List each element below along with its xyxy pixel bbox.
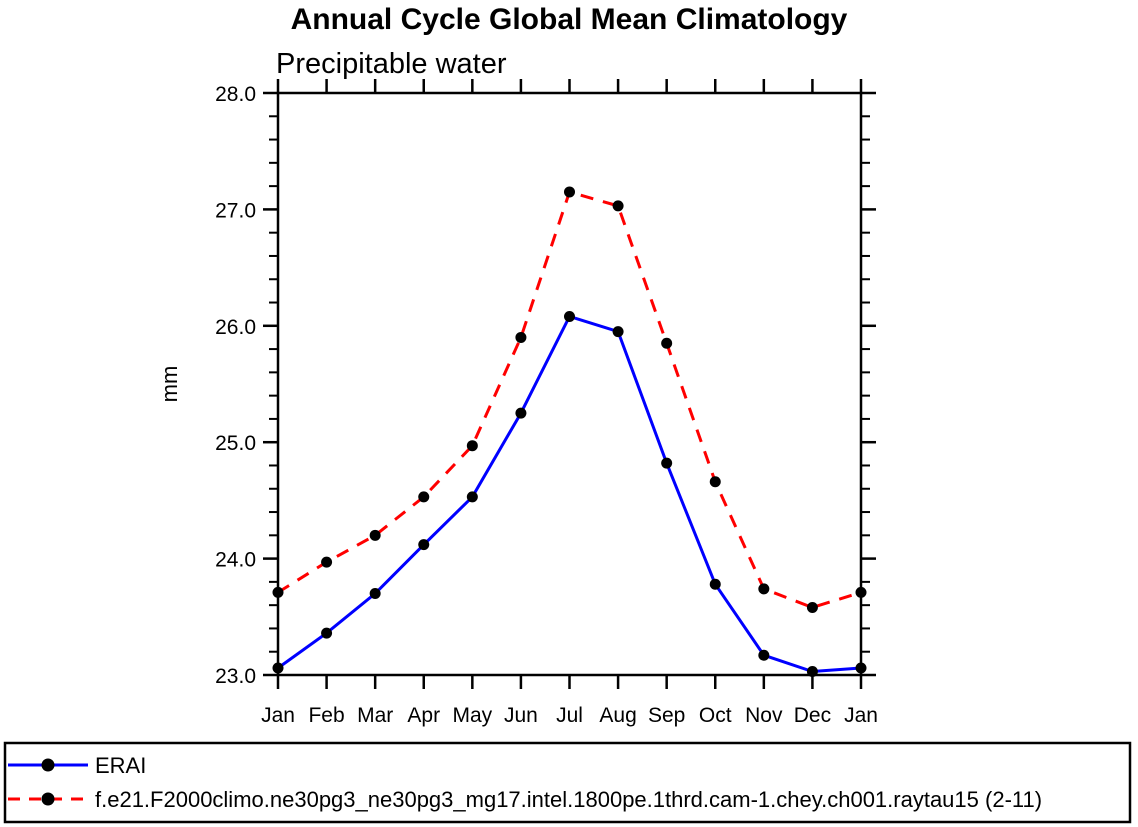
- data-point-marker: [515, 331, 527, 343]
- x-tick-label: Mar: [357, 704, 393, 727]
- data-point-marker: [661, 337, 673, 349]
- y-tick-label: 26.0: [215, 316, 256, 339]
- data-point-marker: [806, 666, 818, 678]
- legend-label: f.e21.F2000climo.ne30pg3_ne30pg3_mg17.in…: [95, 787, 1042, 812]
- data-point-marker: [321, 556, 333, 568]
- y-axis-label: mm: [157, 366, 182, 403]
- x-tick-label: Apr: [407, 704, 440, 727]
- x-tick-label: Jan: [261, 704, 295, 727]
- data-point-marker: [564, 186, 575, 198]
- data-point-marker: [612, 326, 624, 338]
- legend-box: [3, 741, 1132, 824]
- legend-group: ERAI f.e21.F2000climo.ne30pg3_ne30pg3_mg1…: [3, 741, 1132, 824]
- x-tick-label: Sep: [648, 704, 685, 727]
- axes-group: 23.0 24.0 25.0 26.0 27.0 28.0 Jan Feb Mar Apr May J…: [215, 79, 878, 727]
- data-point-marker: [806, 601, 818, 613]
- x-tick-label: Oct: [699, 704, 732, 727]
- data-point-marker: [321, 627, 333, 639]
- legend-swatch-marker: [41, 758, 55, 772]
- x-tick-label: Jan: [844, 704, 878, 727]
- data-point-marker: [855, 586, 867, 598]
- data-point-marker: [369, 588, 381, 600]
- data-point-marker: [272, 586, 284, 598]
- x-tick-label: Jul: [556, 704, 583, 727]
- data-point-marker: [418, 491, 430, 503]
- x-tick-label: Jun: [504, 704, 538, 727]
- x-tick-label: Feb: [308, 704, 344, 727]
- x-tick-label: Aug: [599, 704, 636, 727]
- data-point-marker: [758, 583, 770, 595]
- series-group: [272, 186, 867, 678]
- data-point-marker: [515, 407, 527, 419]
- data-point-marker: [369, 529, 381, 541]
- y-tick-label: 24.0: [215, 549, 256, 572]
- data-point-marker: [709, 578, 721, 590]
- data-point-marker: [758, 649, 770, 661]
- data-point-marker: [661, 457, 673, 469]
- y-tick-label: 27.0: [215, 199, 256, 222]
- data-point-marker: [272, 662, 284, 674]
- model-line: [277, 190, 862, 610]
- y-tick-label: 28.0: [215, 83, 256, 106]
- data-point-marker: [855, 662, 867, 674]
- legend-swatch-marker: [41, 792, 55, 806]
- data-point-marker: [466, 491, 478, 503]
- legend-label: ERAI: [95, 753, 146, 778]
- y-tick-label: 25.0: [215, 432, 256, 455]
- data-point-marker: [564, 310, 575, 322]
- data-point-marker: [709, 476, 721, 488]
- data-point-marker: [466, 440, 478, 452]
- x-tick-label: Nov: [745, 704, 783, 727]
- chart-subtitle: Precipitable water: [276, 48, 507, 80]
- plot-frame: [276, 91, 863, 677]
- x-tick-label: Dec: [794, 704, 831, 727]
- erai-line: [277, 314, 862, 674]
- y-tick-label: 23.0: [215, 665, 256, 688]
- x-tick-label: May: [452, 704, 492, 727]
- data-point-marker: [418, 539, 430, 551]
- chart-title: Annual Cycle Global Mean Climatology: [291, 3, 848, 36]
- data-point-marker: [612, 200, 624, 212]
